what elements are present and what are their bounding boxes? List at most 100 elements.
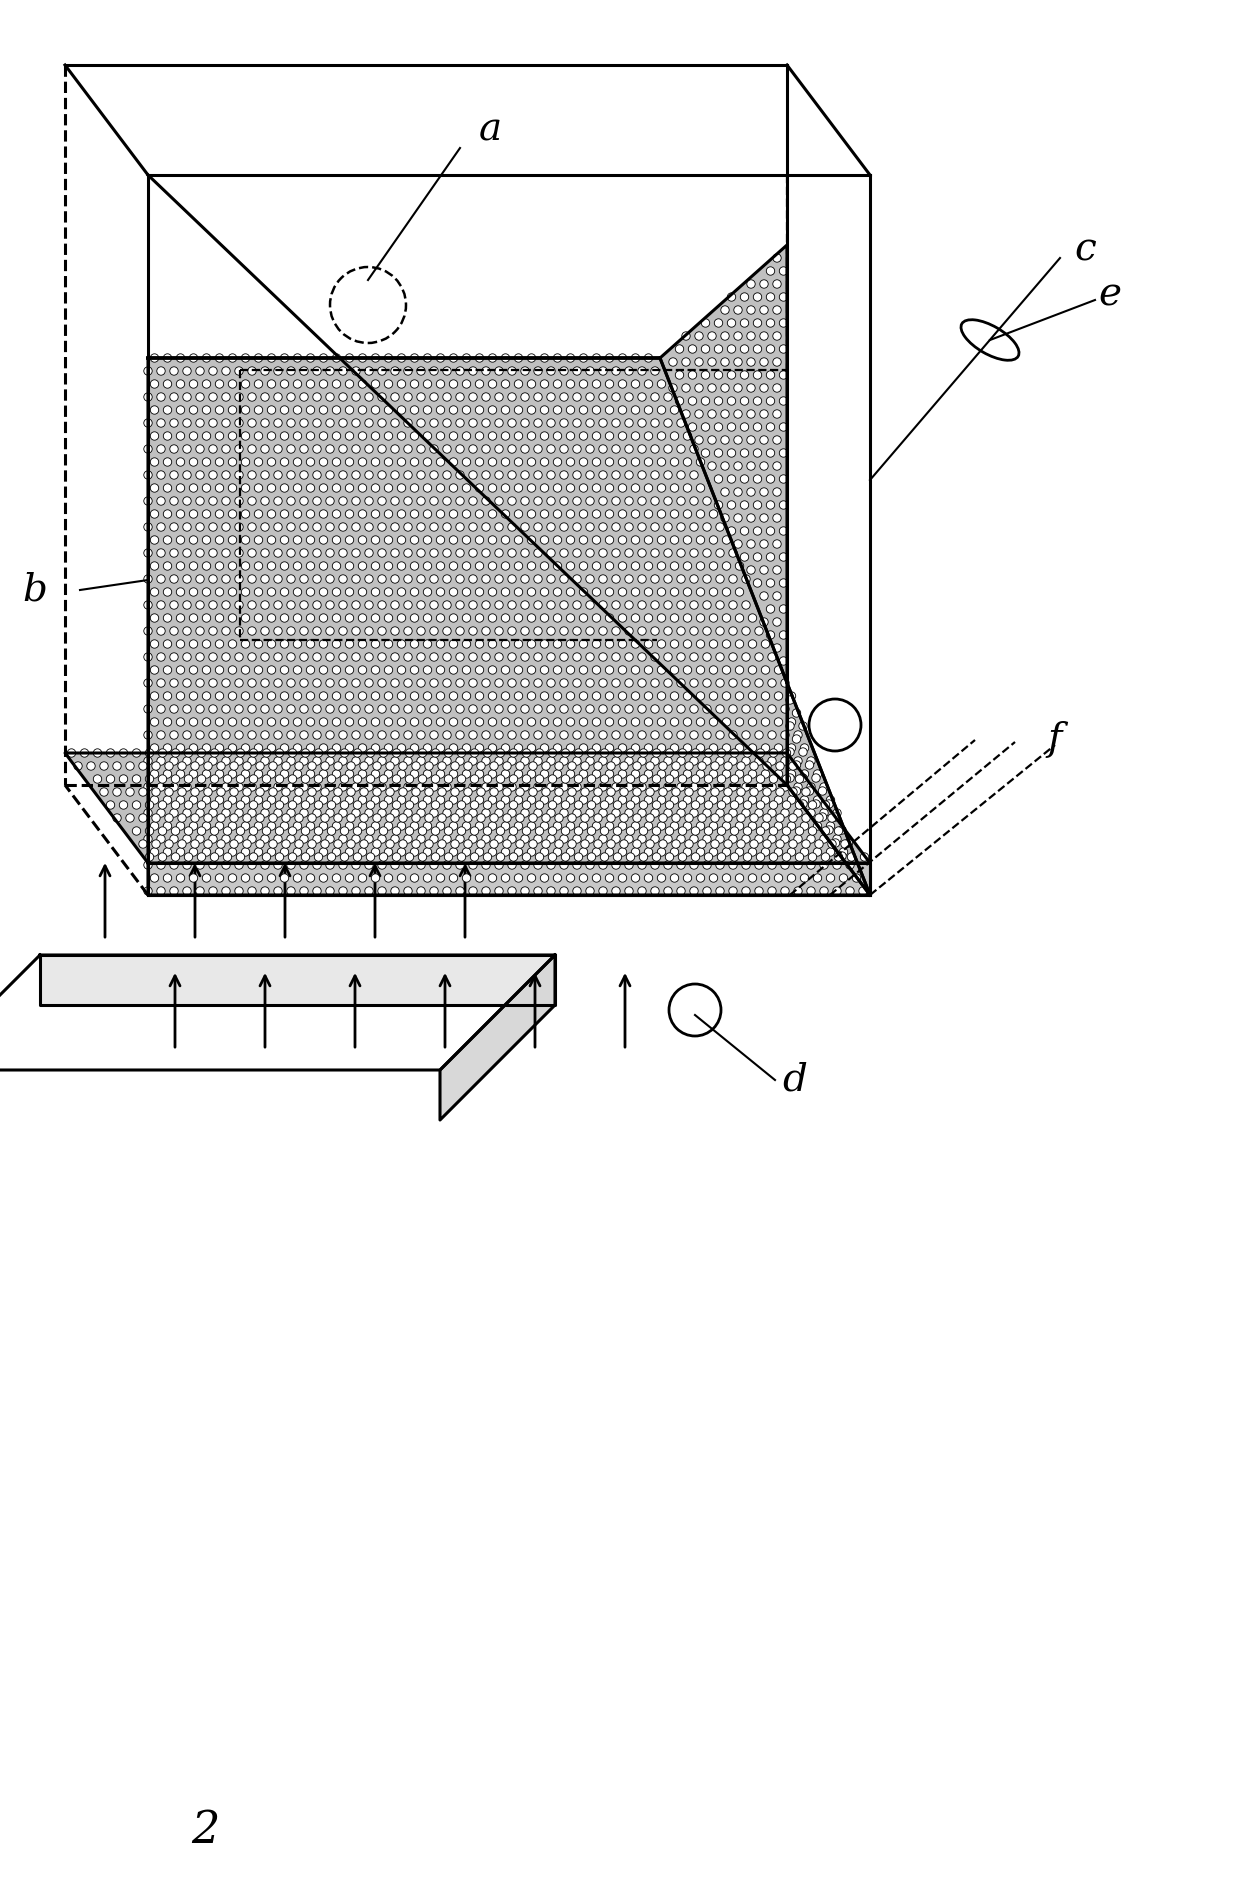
Circle shape	[626, 801, 635, 810]
Circle shape	[594, 787, 603, 797]
Circle shape	[234, 497, 243, 506]
Circle shape	[760, 591, 769, 600]
Circle shape	[515, 691, 523, 700]
Circle shape	[714, 346, 723, 353]
Circle shape	[222, 704, 231, 714]
Circle shape	[176, 848, 185, 855]
Circle shape	[833, 861, 841, 868]
Circle shape	[760, 540, 769, 548]
Circle shape	[781, 887, 789, 895]
Circle shape	[274, 470, 283, 480]
Circle shape	[794, 808, 802, 818]
Circle shape	[755, 704, 763, 714]
Circle shape	[274, 497, 283, 506]
Circle shape	[423, 510, 432, 517]
Circle shape	[190, 691, 197, 700]
Circle shape	[593, 406, 600, 413]
Circle shape	[477, 840, 485, 848]
Circle shape	[567, 666, 574, 674]
Circle shape	[410, 563, 419, 570]
Circle shape	[802, 840, 810, 848]
Circle shape	[579, 379, 588, 389]
Circle shape	[347, 761, 355, 770]
Circle shape	[574, 750, 583, 757]
Circle shape	[254, 406, 263, 413]
Circle shape	[547, 574, 556, 583]
Circle shape	[542, 761, 551, 770]
Circle shape	[547, 653, 556, 661]
Circle shape	[541, 717, 549, 727]
Circle shape	[573, 834, 582, 844]
Circle shape	[449, 666, 458, 674]
Circle shape	[522, 801, 531, 810]
Circle shape	[182, 680, 191, 687]
Circle shape	[378, 549, 386, 557]
Circle shape	[703, 784, 712, 791]
Circle shape	[619, 744, 626, 751]
Circle shape	[724, 761, 732, 770]
Circle shape	[397, 744, 405, 751]
Circle shape	[533, 653, 542, 661]
Circle shape	[600, 827, 609, 834]
Circle shape	[774, 821, 782, 831]
Circle shape	[242, 406, 249, 413]
Circle shape	[190, 770, 197, 778]
Circle shape	[735, 563, 744, 570]
Circle shape	[502, 814, 511, 821]
Circle shape	[144, 704, 153, 714]
Circle shape	[606, 840, 615, 848]
Circle shape	[176, 457, 185, 466]
Circle shape	[339, 757, 347, 765]
Circle shape	[202, 770, 211, 778]
Circle shape	[689, 861, 698, 868]
Circle shape	[637, 731, 646, 740]
Circle shape	[436, 483, 445, 493]
Circle shape	[410, 848, 419, 855]
Circle shape	[391, 653, 399, 661]
Circle shape	[326, 757, 335, 765]
Circle shape	[735, 587, 744, 597]
Circle shape	[404, 731, 412, 740]
Circle shape	[391, 757, 399, 765]
Circle shape	[567, 563, 574, 570]
Circle shape	[339, 627, 347, 634]
Circle shape	[268, 510, 275, 517]
Circle shape	[378, 419, 386, 427]
Circle shape	[294, 587, 301, 597]
Circle shape	[626, 827, 635, 834]
Circle shape	[469, 366, 477, 376]
Circle shape	[234, 704, 243, 714]
Circle shape	[501, 432, 510, 440]
Circle shape	[470, 853, 479, 861]
Circle shape	[599, 653, 608, 661]
Circle shape	[773, 591, 781, 600]
Circle shape	[559, 653, 568, 661]
Circle shape	[449, 797, 458, 804]
Circle shape	[748, 848, 756, 855]
Circle shape	[637, 653, 646, 661]
Circle shape	[625, 834, 634, 844]
Circle shape	[515, 457, 523, 466]
Circle shape	[720, 383, 729, 393]
Circle shape	[541, 770, 549, 778]
Circle shape	[547, 784, 556, 791]
Circle shape	[254, 797, 263, 804]
Circle shape	[234, 653, 243, 661]
Circle shape	[268, 770, 275, 778]
Circle shape	[423, 563, 432, 570]
Circle shape	[580, 787, 589, 797]
Circle shape	[384, 353, 393, 362]
Circle shape	[234, 419, 243, 427]
Circle shape	[720, 436, 729, 444]
Circle shape	[761, 874, 770, 882]
Circle shape	[657, 483, 666, 493]
Circle shape	[345, 379, 353, 389]
Circle shape	[294, 666, 301, 674]
Circle shape	[541, 353, 549, 362]
Circle shape	[170, 497, 179, 506]
Circle shape	[339, 574, 347, 583]
Circle shape	[423, 406, 432, 413]
Circle shape	[164, 406, 171, 413]
Circle shape	[242, 666, 249, 674]
Circle shape	[689, 704, 698, 714]
